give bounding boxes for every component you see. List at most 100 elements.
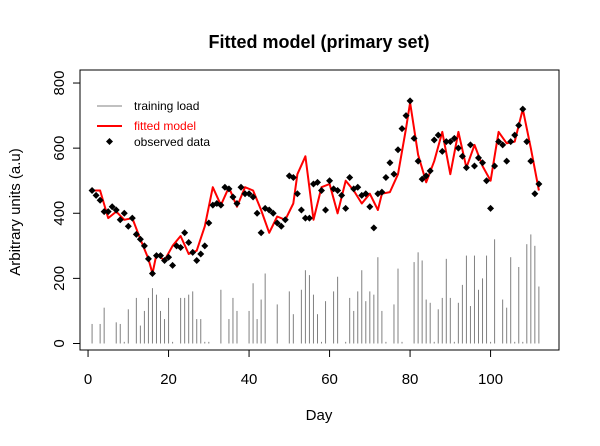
- y-tick-label: 400: [51, 201, 68, 226]
- observed-data-point: [265, 206, 273, 214]
- observed-data-point: [136, 235, 144, 243]
- legend-label-training-load: training load: [134, 99, 199, 113]
- y-tick-label: 0: [51, 339, 68, 347]
- legend-swatch-observed-data: [106, 138, 113, 145]
- x-axis-label: Day: [306, 407, 333, 424]
- observed-data-point: [466, 141, 474, 149]
- observed-data-point: [197, 250, 205, 258]
- observed-data-point: [366, 203, 374, 211]
- observed-data-point: [193, 256, 201, 264]
- observed-data-point: [108, 203, 116, 211]
- observed-data-point: [165, 253, 173, 261]
- observed-data-point: [418, 175, 426, 183]
- observed-data-point: [334, 186, 342, 194]
- observed-data-point: [281, 216, 289, 224]
- observed-data-point: [92, 191, 100, 199]
- observed-data-point: [470, 162, 478, 170]
- x-tick-label: 40: [241, 371, 258, 388]
- observed-data-point: [152, 252, 160, 260]
- observed-data-point: [390, 170, 398, 178]
- x-tick-label: 20: [160, 371, 177, 388]
- observed-data-point: [535, 180, 543, 188]
- observed-data-point: [458, 152, 466, 160]
- x-tick-label: 0: [84, 371, 92, 388]
- observed-data-point: [438, 147, 446, 155]
- legend: training load fitted model observed data: [97, 99, 210, 149]
- training-load-series: [91, 234, 540, 344]
- observed-data-point: [511, 131, 519, 139]
- observed-data-point: [112, 206, 120, 214]
- observed-data-point: [318, 186, 326, 194]
- observed-data-point: [124, 222, 132, 230]
- observed-data-point: [434, 131, 442, 139]
- observed-data-point: [241, 190, 249, 198]
- observed-data-point: [289, 173, 297, 181]
- observed-data-point: [116, 216, 124, 224]
- observed-data-point: [338, 191, 346, 199]
- observed-data-point: [507, 138, 515, 146]
- observed-data-point: [487, 204, 495, 212]
- observed-data-point: [104, 208, 112, 216]
- observed-data-point: [414, 157, 422, 165]
- observed-data-point: [205, 219, 213, 227]
- observed-data-point: [326, 177, 334, 185]
- observed-data-point: [301, 214, 309, 222]
- observed-data-point: [233, 199, 241, 207]
- observed-data-point: [313, 178, 321, 186]
- observed-data-point: [454, 144, 462, 152]
- observed-data-point: [382, 173, 390, 181]
- observed-data-point: [148, 269, 156, 277]
- observed-data-point: [144, 255, 152, 263]
- observed-data-point: [229, 193, 237, 201]
- observed-data-point: [386, 159, 394, 167]
- y-tick-label: 600: [51, 136, 68, 161]
- observed-data-point: [491, 162, 499, 170]
- observed-data-point: [450, 134, 458, 142]
- x-axis: 0 20 40 60 80 100: [84, 349, 503, 388]
- observed-data-point: [354, 183, 362, 191]
- observed-data-point: [293, 190, 301, 198]
- observed-data-point: [253, 209, 261, 217]
- fitted-model-line: [92, 101, 540, 275]
- observed-data-point: [185, 239, 193, 247]
- observed-data-point: [128, 214, 136, 222]
- observed-data-point: [322, 206, 330, 214]
- observed-data-point: [201, 242, 209, 250]
- observed-data-point: [249, 193, 257, 201]
- x-tick-label: 100: [478, 371, 503, 388]
- observed-data-point: [422, 172, 430, 180]
- observed-data-point: [237, 183, 245, 191]
- y-tick-label: 200: [51, 266, 68, 291]
- observed-data-point: [225, 185, 233, 193]
- observed-data-point: [88, 186, 96, 194]
- observed-data-point: [370, 224, 378, 232]
- y-tick-label: 800: [51, 71, 68, 96]
- observed-data-point: [305, 214, 313, 222]
- observed-data-point: [527, 157, 535, 165]
- legend-label-observed-data: observed data: [134, 135, 210, 149]
- x-tick-label: 80: [402, 371, 419, 388]
- observed-data-point: [410, 134, 418, 142]
- observed-data-point: [495, 138, 503, 146]
- observed-data-point: [157, 252, 165, 260]
- observed-data-point: [346, 173, 354, 181]
- observed-data-point: [523, 138, 531, 146]
- observed-data-point: [442, 138, 450, 146]
- observed-data-point: [277, 222, 285, 230]
- observed-data-point: [362, 190, 370, 198]
- observed-data-point: [100, 208, 108, 216]
- observed-data-point: [189, 248, 197, 256]
- observed-data-point: [474, 154, 482, 162]
- observed-data-point: [217, 201, 225, 209]
- observed-data-point: [519, 105, 527, 113]
- observed-data-point: [269, 209, 277, 217]
- observed-data-point: [515, 121, 523, 129]
- observed-data-point: [430, 136, 438, 144]
- observed-data-point: [132, 230, 140, 238]
- observed-data-point: [462, 164, 470, 172]
- observed-data-point: [140, 242, 148, 250]
- legend-label-fitted-model: fitted model: [134, 119, 196, 133]
- fitted-model-series: [92, 101, 540, 275]
- observed-data-point: [177, 243, 185, 251]
